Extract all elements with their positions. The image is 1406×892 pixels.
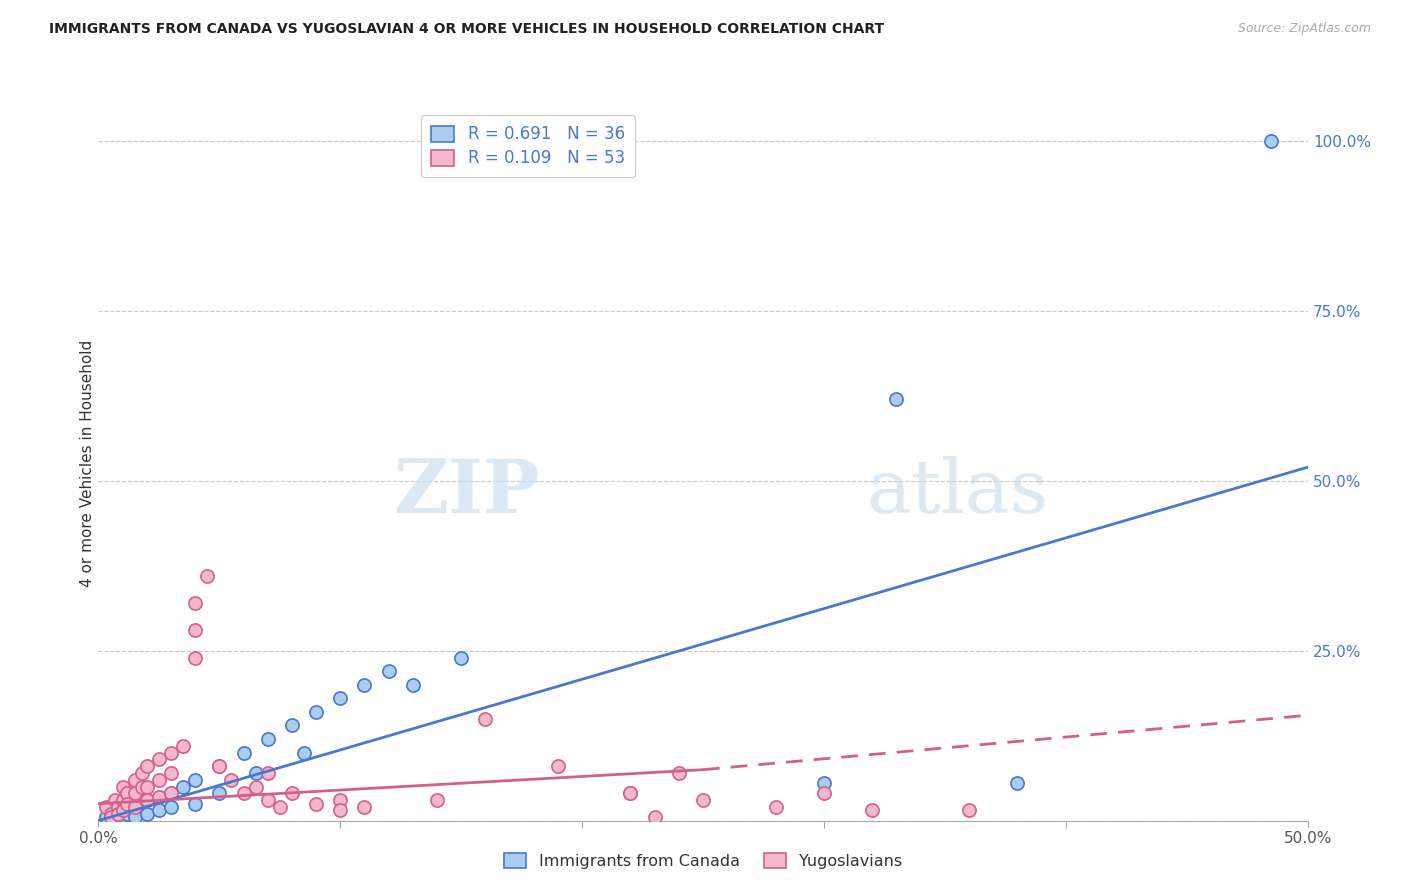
Point [292,746,315,760]
Point [100,806,122,821]
Point [124,800,146,814]
Point [353,800,375,814]
Point [124,810,146,824]
Point [1007,776,1029,790]
Point [100,806,122,821]
Point [160,787,183,801]
Point [305,797,328,811]
Point [135,793,157,807]
Point [107,800,129,814]
Point [232,787,254,801]
Point [305,705,328,719]
Point [94,800,117,814]
Point [860,804,883,818]
Y-axis label: 4 or more Vehicles in Household: 4 or more Vehicles in Household [80,340,94,588]
Point [117,806,139,821]
Legend: R = 0.691   N = 36, R = 0.109   N = 53: R = 0.691 N = 36, R = 0.109 N = 53 [422,115,636,178]
Point [111,804,134,818]
Point [619,787,641,801]
Point [184,624,207,638]
Point [124,800,146,814]
Point [692,793,714,807]
Point [353,678,375,692]
Text: ZIP: ZIP [394,456,540,529]
Point [232,746,254,760]
Point [148,804,170,818]
Point [644,810,666,824]
Point [160,787,183,801]
Point [377,664,399,678]
Text: Source: ZipAtlas.com: Source: ZipAtlas.com [1237,22,1371,36]
Point [131,797,153,811]
Point [256,766,278,780]
Point [104,810,127,824]
Text: atlas: atlas [866,456,1049,529]
Point [111,793,134,807]
Point [765,800,787,814]
Point [886,392,908,407]
Point [281,718,304,732]
Point [104,793,127,807]
Point [208,759,231,773]
Point [148,789,170,804]
Point [172,780,194,794]
Point [160,746,183,760]
Point [619,787,641,801]
Point [111,804,134,818]
Point [117,797,139,811]
Point [547,759,569,773]
Point [124,772,146,787]
Point [184,596,207,610]
Point [281,787,304,801]
Legend: Immigrants from Canada, Yugoslavians: Immigrants from Canada, Yugoslavians [498,847,908,875]
Point [1260,134,1282,148]
Point [107,806,129,821]
Point [245,766,267,780]
Point [813,776,835,790]
Point [402,678,425,692]
Point [148,789,170,804]
Point [245,780,267,794]
Point [135,806,157,821]
Point [160,766,183,780]
Point [117,787,139,801]
Point [329,804,352,818]
Point [131,766,153,780]
Point [668,766,690,780]
Point [184,772,207,787]
Point [208,787,231,801]
Point [184,797,207,811]
Point [135,780,157,794]
Point [184,650,207,665]
Point [135,793,157,807]
Point [107,800,129,814]
Point [94,810,117,824]
Point [160,800,183,814]
Point [813,787,835,801]
Point [269,800,291,814]
Point [426,793,449,807]
Point [208,759,231,773]
Point [100,810,122,824]
Point [148,772,170,787]
Point [450,650,472,665]
Point [131,780,153,794]
Point [256,732,278,747]
Point [111,780,134,794]
Point [135,759,157,773]
Point [195,569,218,583]
Point [148,752,170,766]
Point [221,772,243,787]
Point [329,691,352,706]
Point [329,793,352,807]
Point [474,712,496,726]
Point [957,804,980,818]
Text: IMMIGRANTS FROM CANADA VS YUGOSLAVIAN 4 OR MORE VEHICLES IN HOUSEHOLD CORRELATIO: IMMIGRANTS FROM CANADA VS YUGOSLAVIAN 4 … [49,22,884,37]
Point [256,793,278,807]
Point [124,787,146,801]
Point [172,739,194,753]
